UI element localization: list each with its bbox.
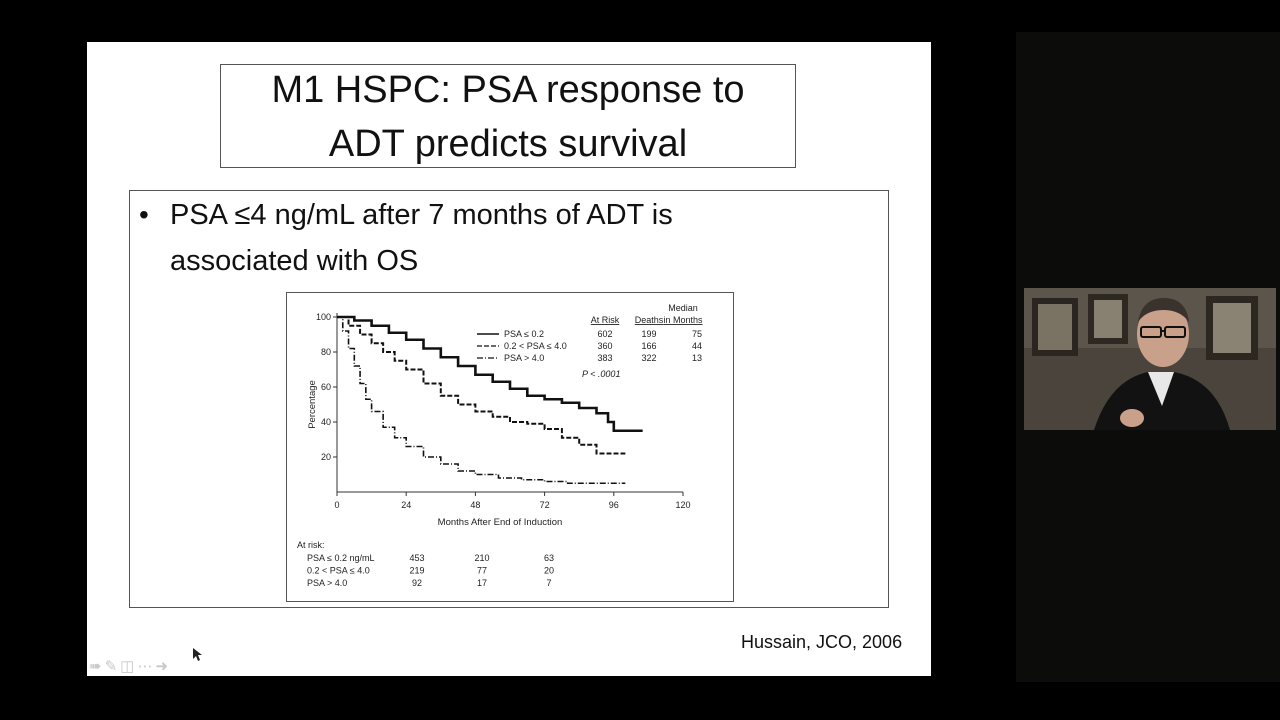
km-chart-svg: 100 80 60 40 20 0 24 48 72 96 120 Months After End …	[297, 303, 703, 588]
bullet-text-line-2: associated with OS	[170, 245, 419, 277]
legend-deaths: 322	[641, 353, 656, 363]
slide-title-box: M1 HSPC: PSA response to ADT predicts su…	[220, 64, 796, 168]
pen-icon[interactable]: ✎	[104, 658, 118, 675]
at-risk-value: 219	[409, 566, 424, 576]
at-risk-row-label: 0.2 < PSA ≤ 4.0	[307, 566, 370, 576]
x-axis-label: Months After End of Induction	[438, 517, 563, 528]
y-tick-label: 40	[321, 417, 331, 427]
legend-header-median: Median	[668, 303, 698, 313]
webcam-thumbnail	[1024, 288, 1276, 430]
legend-deaths: 166	[641, 341, 656, 351]
legend-median: 44	[692, 341, 702, 351]
at-risk-title: At risk:	[297, 540, 325, 550]
at-risk-value: 210	[474, 553, 489, 563]
survival-chart: 100 80 60 40 20 0 24 48 72 96 120 Months After End …	[286, 292, 734, 602]
km-curve-3	[337, 316, 626, 485]
slide-title-line-2: ADT predicts survival	[328, 123, 688, 165]
legend-deaths: 199	[641, 329, 656, 339]
slides-grid-icon[interactable]: ◫	[120, 658, 135, 675]
at-risk-value: 20	[544, 566, 554, 576]
legend-at-risk: 602	[597, 329, 612, 339]
y-tick-label: 80	[321, 347, 331, 357]
more-options-icon[interactable]: ⋯	[137, 658, 153, 675]
legend-at-risk: 360	[597, 341, 612, 351]
next-slide-icon[interactable]: ➜	[155, 658, 168, 675]
at-risk-value: 77	[477, 566, 487, 576]
speaker-video-image	[1024, 288, 1276, 430]
p-value: P < .0001	[582, 369, 620, 379]
slide-nav-controls: ➠ ✎ ◫ ⋯ ➜	[89, 656, 168, 676]
at-risk-value: 63	[544, 553, 554, 563]
legend-label: PSA ≤ 0.2	[504, 329, 544, 339]
bullet-text-line-1: PSA ≤4 ng/mL after 7 months of ADT is	[170, 199, 673, 231]
slide-title-line-1: M1 HSPC: PSA response to	[271, 69, 745, 111]
x-tick-label: 0	[334, 500, 339, 510]
at-risk-row-label: PSA > 4.0	[307, 578, 347, 588]
at-risk-row-label: PSA ≤ 0.2 ng/mL	[307, 553, 374, 563]
citation: Hussain, JCO, 2006	[741, 632, 903, 652]
km-curve-2	[337, 316, 626, 455]
legend-at-risk: 383	[597, 353, 612, 363]
y-tick-label: 60	[321, 382, 331, 392]
legend-label: PSA > 4.0	[504, 353, 544, 363]
presentation-slide: M1 HSPC: PSA response to ADT predicts su…	[87, 42, 931, 676]
legend-label: 0.2 < PSA ≤ 4.0	[504, 341, 567, 351]
legend-median: 75	[692, 329, 702, 339]
km-curve-1	[337, 315, 643, 433]
x-tick-label: 120	[675, 500, 690, 510]
legend-median: 13	[692, 353, 702, 363]
x-tick-label: 96	[609, 500, 619, 510]
at-risk-value: 17	[477, 578, 487, 588]
at-risk-value: 7	[546, 578, 551, 588]
prev-slide-icon[interactable]: ➠	[89, 658, 102, 675]
legend-header-deaths: Deaths	[635, 315, 664, 325]
legend-header-at-risk: At Risk	[591, 315, 620, 325]
legend-header-median-units: in Months	[663, 315, 703, 325]
y-tick-label: 100	[316, 312, 331, 322]
y-axis-label: Percentage	[307, 380, 318, 429]
x-tick-label: 72	[540, 500, 550, 510]
at-risk-value: 453	[409, 553, 424, 563]
slide-content-box: • PSA ≤4 ng/mL after 7 months of ADT is …	[129, 190, 889, 608]
mouse-cursor-icon	[193, 648, 202, 661]
x-tick-label: 48	[470, 500, 480, 510]
x-tick-label: 24	[401, 500, 411, 510]
y-tick-label: 20	[321, 452, 331, 462]
at-risk-value: 92	[412, 578, 422, 588]
bullet-dot: •	[139, 199, 149, 230]
